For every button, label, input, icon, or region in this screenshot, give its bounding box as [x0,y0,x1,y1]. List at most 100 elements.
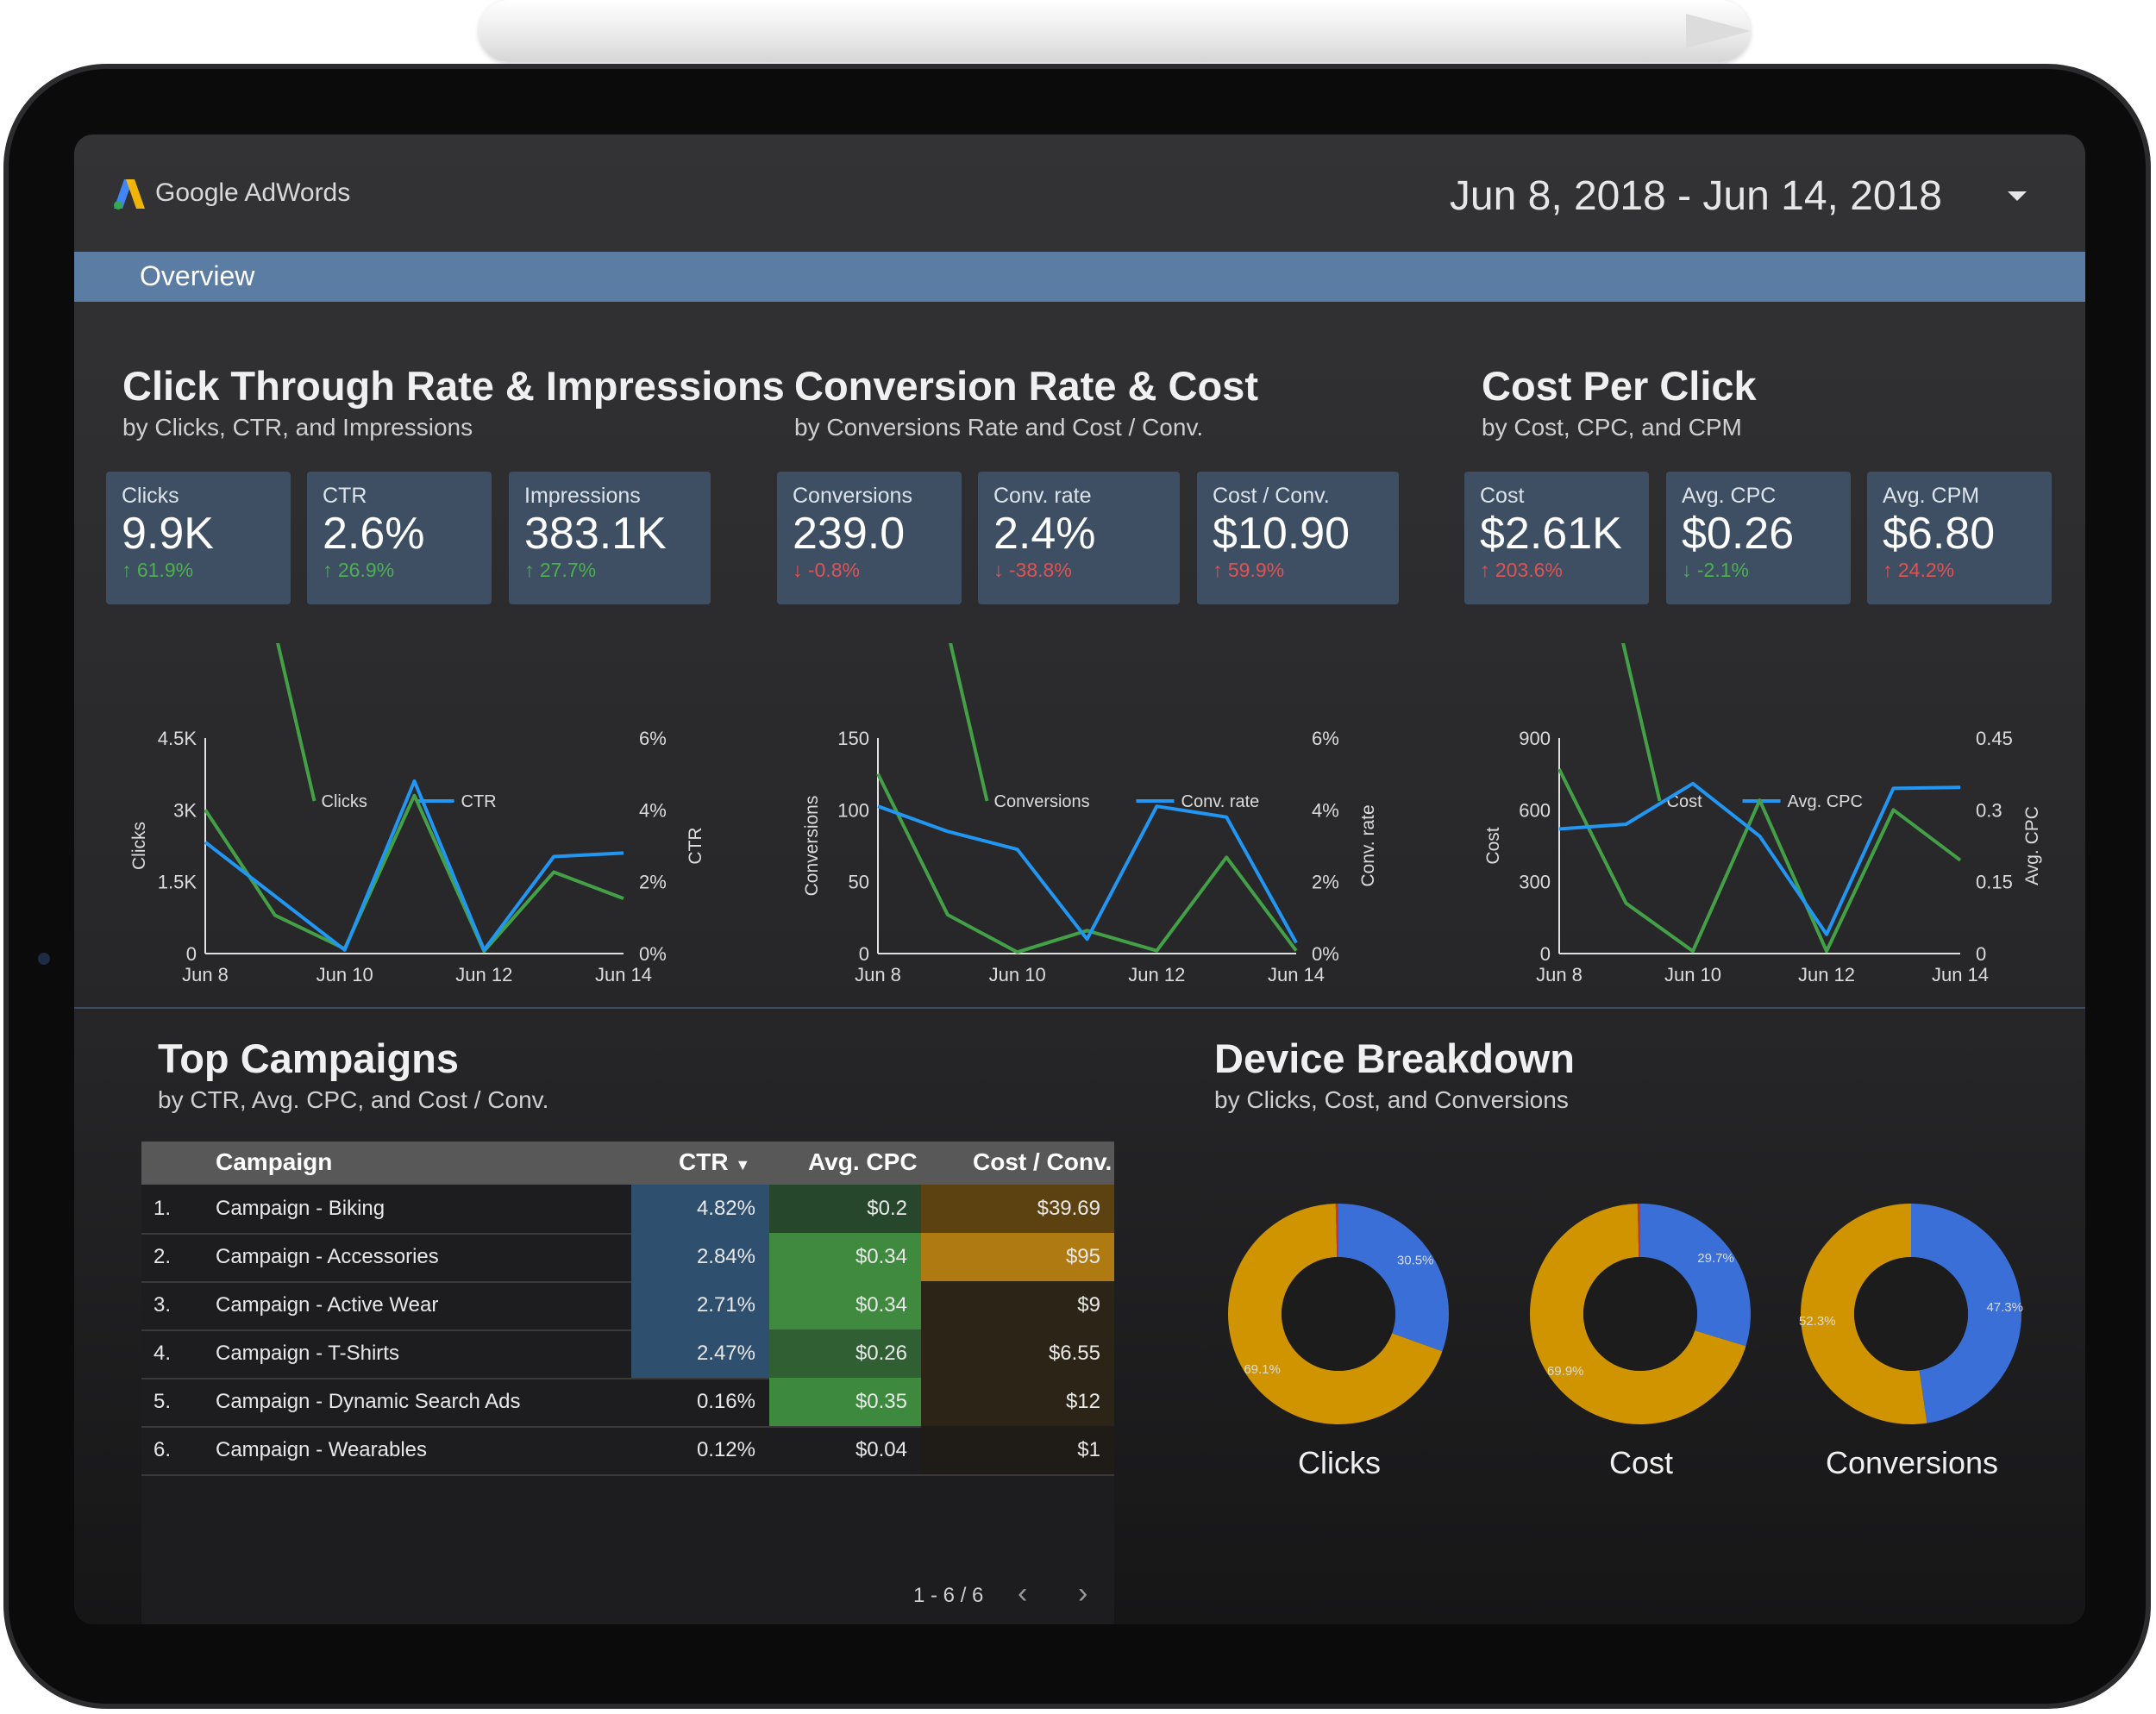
y-tick-right: 0% [1312,943,1339,965]
top-campaigns-title: Top Campaigns [158,1035,460,1081]
kpi-delta-value: -0.8% [807,559,860,581]
legend-label: Avg. CPC [1788,792,1863,811]
series-line-clicks [204,793,624,954]
legend-label: CTR [461,792,497,811]
cell-avg-cpc: $0.04 [855,1438,907,1461]
y-tick-right: 4% [1312,799,1339,821]
tab-overview[interactable]: Overview [140,260,255,291]
cell-campaign: Campaign - Active Wear [216,1293,439,1317]
cell-avg-cpc: $0.35 [769,1378,921,1426]
kpi-delta: ↓ -2.1% [1682,559,1835,582]
next-page-icon[interactable]: › [1078,1577,1088,1610]
y-axis-label-left: Cost [1483,827,1503,864]
series-line-conversions [876,773,1298,954]
x-tick-label: Jun 8 [1536,964,1583,985]
top-campaigns-subtitle: by CTR, Avg. CPC, and Cost / Conv. [158,1086,549,1113]
line-chart-clicks-ctr: Clicks CTR 0 1.5K 3K 4.5K 0% 2% 4% 6% Clicks CTR Jun… [129,643,705,985]
kpi-label: Cost / Conv. [1213,484,1330,508]
kpi-label: Clicks [122,484,179,508]
cell-rank: 1. [154,1197,172,1220]
cell-cost-conv: $1 [921,1426,1114,1474]
line-chart-conversions-rate: Conversions Conv. rate 0 50 100 150 0% 2% 4% 6% Co… [802,643,1378,985]
y-axis-label-right: CTR [686,827,705,864]
chevron-down-icon[interactable] [2008,191,2027,201]
sort-descending-icon[interactable]: ▼ [735,1156,751,1173]
device-breakdown-title: Device Breakdown [1214,1035,1575,1081]
cell-avg-cpc: $0.26 [769,1329,921,1378]
kpi-label: Conversions [793,484,912,508]
date-range-label[interactable]: Jun 8, 2018 - Jun 14, 2018 [1449,173,1942,219]
arrow-up-icon: ↑ [323,559,333,581]
column-header-campaign[interactable]: Campaign [216,1148,333,1175]
kpi-value: 2.6% [323,509,425,559]
y-axis-label-left: Conversions [802,796,822,897]
report-header: Google AdWords Jun 8, 2018 - Jun 14, 201… [74,134,2085,252]
donut-slice-clicks [1338,1204,1449,1352]
front-camera [38,953,50,965]
x-tick-label: Jun 12 [1128,964,1185,985]
arrow-up-icon: ↑ [1883,559,1893,581]
cell-avg-cpc: $0.34 [769,1281,921,1329]
section-title-conversion: Conversion Rate & Cost [794,363,1258,409]
donut-slice-conversions [1911,1204,2021,1423]
table-row[interactable]: 2. Campaign - Accessories 2.84% $0.34 $95 [141,1233,1114,1283]
x-tick-label: Jun 8 [182,964,229,985]
y-tick-left: 4.5K [158,728,197,749]
kpi-delta-value: 26.9% [337,559,395,581]
pagination-label: 1 - 6 / 6 [913,1584,984,1607]
kpi-delta-value: 27.7% [539,559,597,581]
prev-page-icon[interactable]: ‹ [1018,1577,1028,1610]
x-tick-label: Jun 14 [1268,964,1325,985]
y-tick-left: 0 [186,943,197,965]
kpi-label: Conv. rate [993,484,1092,508]
kpi-delta: ↑ 26.9% [323,559,476,582]
logo-text: Google AdWords [155,178,351,207]
y-tick-right: 0.3 [1976,799,2002,821]
kpi-delta-value: 203.6% [1495,559,1563,581]
kpi-delta: ↑ 24.2% [1883,559,2036,582]
cell-ctr: 0.12% [696,1438,755,1461]
kpi-value: $0.26 [1682,509,1795,559]
series-line-cost [1557,768,1962,954]
kpi-delta-value: 24.2% [1897,559,1955,581]
legend-label: Conversions [994,792,1090,811]
kpi-impressions: Impressions 383.1K ↑ 27.7% [509,472,711,604]
cell-ctr: 2.84% [631,1233,769,1281]
column-header-ctr-label: CTR [679,1148,729,1175]
y-tick-right: 6% [639,728,667,749]
cell-cost-conv: $12 [921,1378,1114,1426]
section-subtitle-ctr: by Clicks, CTR, and Impressions [122,414,473,441]
y-tick-left: 300 [1519,872,1551,893]
table-row[interactable]: 6. Campaign - Wearables 0.12% $0.04 $1 [141,1426,1114,1476]
arrow-down-icon: ↓ [1682,559,1692,581]
campaigns-table: Campaign CTR ▼ Avg. CPC Cost / Conv. 1. C… [141,1142,1114,1624]
page-navigation: Overview [74,252,2085,302]
x-tick-label: Jun 12 [1798,964,1855,985]
arrow-down-icon: ↓ [793,559,803,581]
y-tick-left: 600 [1519,799,1551,821]
y-tick-right: 6% [1312,728,1339,749]
donut-label-clicks: Clicks [1298,1445,1381,1480]
cell-ctr: 2.47% [631,1329,769,1378]
column-header-avg-cpc[interactable]: Avg. CPC [808,1148,918,1175]
arrow-up-icon: ↑ [1480,559,1490,581]
x-tick-label: Jun 14 [595,964,652,985]
kpi-delta-value: -2.1% [1696,559,1749,581]
device-breakdown-subtitle: by Clicks, Cost, and Conversions [1214,1086,1569,1113]
kpi-value: 239.0 [793,509,906,559]
column-header-ctr[interactable]: CTR ▼ [679,1148,750,1176]
table-row[interactable]: 5. Campaign - Dynamic Search Ads 0.16% $0.3… [141,1378,1114,1428]
series-line-conv-rate [877,804,1298,944]
y-tick-left: 0 [1540,943,1551,965]
table-row[interactable]: 3. Campaign - Active Wear 2.71% $0.34 $9 [141,1281,1114,1331]
column-header-cost-conv[interactable]: Cost / Conv. [973,1148,1112,1175]
legend-swatch-clicks [276,643,317,802]
dashboard-screen: Google AdWords Jun 8, 2018 - Jun 14, 201… [74,134,2085,1624]
cell-campaign: Campaign - Dynamic Search Ads [216,1390,521,1413]
donut-slice-label: 30.5% [1397,1253,1434,1267]
cell-campaign: Campaign - Accessories [216,1245,439,1268]
donut-slice-label: 69.1% [1244,1362,1281,1377]
kpi-delta-value: -38.8% [1008,559,1072,581]
table-row[interactable]: 4. Campaign - T-Shirts 2.47% $0.26 $6.55 [141,1329,1114,1379]
table-row[interactable]: 1. Campaign - Biking 4.82% $0.2 $39.69 [141,1185,1114,1235]
